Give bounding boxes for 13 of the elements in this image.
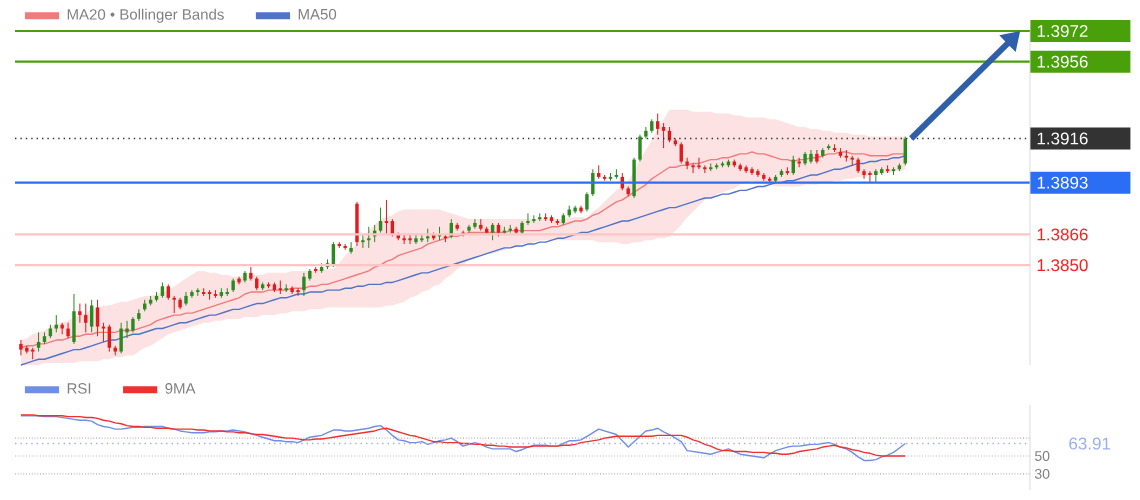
legend-label: MA20 • Bollinger Bands — [67, 8, 224, 23]
ref-line-label: 63.91 — [1069, 437, 1111, 450]
legend-label: 9MA — [165, 383, 196, 394]
y-tick-label: 1.3893 — [1037, 176, 1088, 189]
legend-label: MA50 — [298, 8, 337, 20]
y-tick-label: 1.3972 — [1037, 25, 1088, 38]
y-tick-label: 1.3850 — [1037, 259, 1088, 272]
y-tick-label: 50 — [1034, 451, 1050, 461]
y-tick-label: 1.3916 — [1037, 132, 1088, 145]
y-tick-label: 1.3956 — [1037, 55, 1088, 68]
legend-label: RSI — [67, 383, 91, 394]
y-tick-label: 1.3866 — [1037, 228, 1088, 241]
y-tick-label: 30 — [1034, 468, 1050, 479]
